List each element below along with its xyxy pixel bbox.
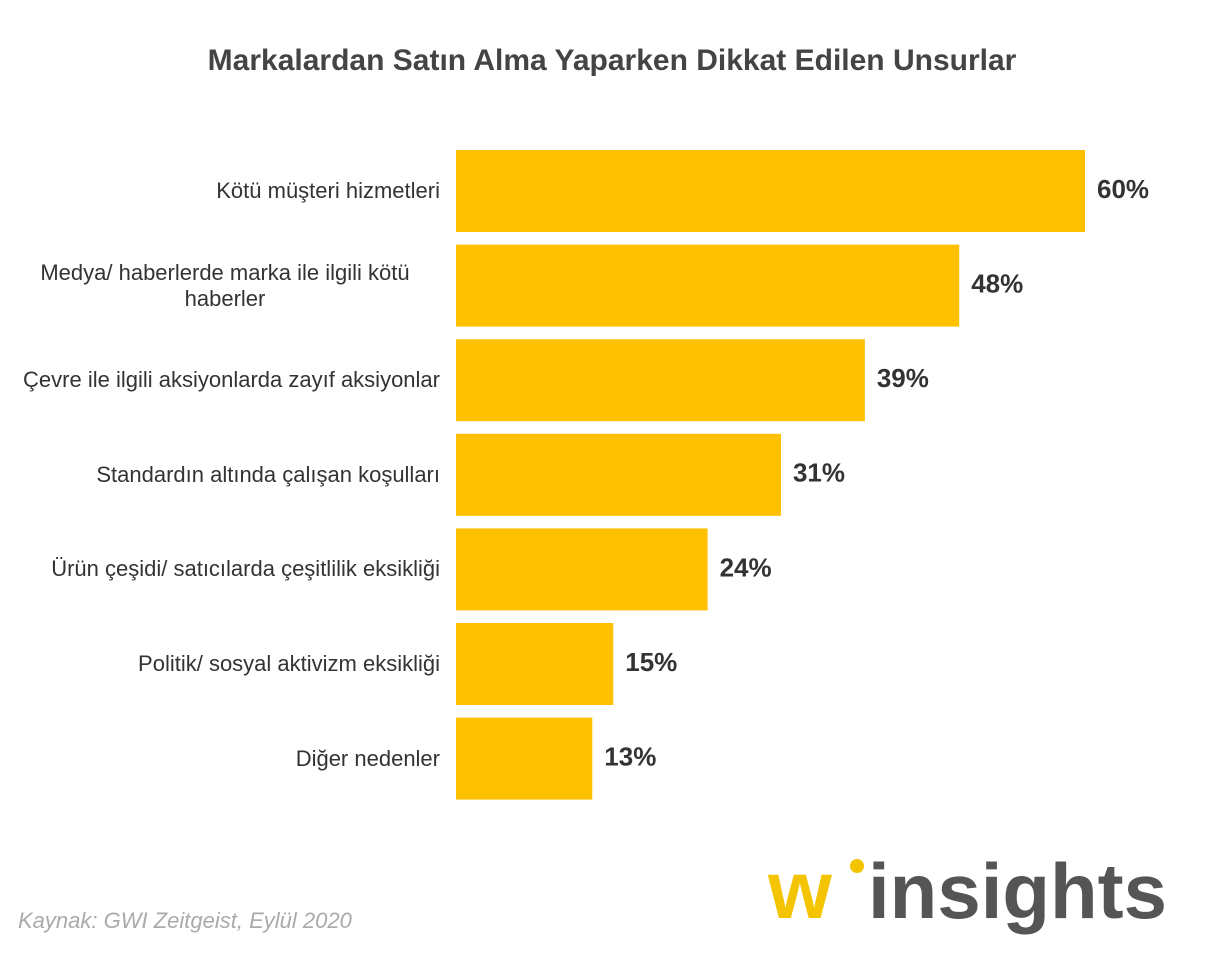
bar bbox=[456, 339, 865, 422]
value-label: 31% bbox=[793, 458, 845, 488]
category-label: Çevre ile ilgili aksiyonlarda zayıf aksi… bbox=[23, 367, 440, 393]
bar bbox=[456, 717, 593, 800]
value-label: 39% bbox=[877, 363, 929, 393]
bar bbox=[456, 244, 960, 327]
logo-text: insights bbox=[868, 847, 1167, 935]
category-label: Diğer nedenler bbox=[295, 745, 440, 771]
value-label: 48% bbox=[971, 268, 1023, 298]
category-label-box: Kötü müşteri hizmetleri bbox=[10, 150, 440, 232]
value-label: 13% bbox=[604, 741, 656, 771]
value-label: 15% bbox=[625, 647, 677, 677]
source-note: Kaynak: GWI Zeitgeist, Eylül 2020 bbox=[18, 908, 353, 933]
category-label-box: Ürün çeşidi/ satıcılarda çeşitlilik eksi… bbox=[10, 528, 440, 610]
category-label: Politik/ sosyal aktivizm eksikliği bbox=[138, 651, 440, 676]
bar bbox=[456, 528, 708, 611]
category-label-box: Medya/ haberlerde marka ile ilgili kötü … bbox=[10, 245, 440, 327]
category-label-box: Politik/ sosyal aktivizm eksikliği bbox=[10, 623, 440, 705]
logo-mark: w bbox=[767, 845, 832, 936]
category-label: Kötü müşteri hizmetleri bbox=[216, 178, 440, 203]
chart-title: Markalardan Satın Alma Yaparken Dikkat E… bbox=[208, 44, 1017, 77]
category-label: Medya/ haberlerde marka ile ilgili kötü … bbox=[40, 259, 410, 311]
logo-dot bbox=[850, 859, 864, 873]
bar bbox=[456, 150, 1085, 232]
category-label-box: Diğer nedenler bbox=[10, 718, 440, 800]
bar bbox=[456, 433, 781, 516]
value-label: 60% bbox=[1097, 174, 1149, 204]
value-label: 24% bbox=[720, 552, 772, 582]
category-label-box: Çevre ile ilgili aksiyonlarda zayıf aksi… bbox=[10, 339, 440, 421]
category-label: Ürün çeşidi/ satıcılarda çeşitlilik eksi… bbox=[51, 556, 440, 582]
category-label-box: Standardın altında çalışan koşulları bbox=[10, 434, 440, 516]
bar bbox=[456, 623, 614, 705]
category-label: Standardın altında çalışan koşulları bbox=[96, 461, 440, 487]
